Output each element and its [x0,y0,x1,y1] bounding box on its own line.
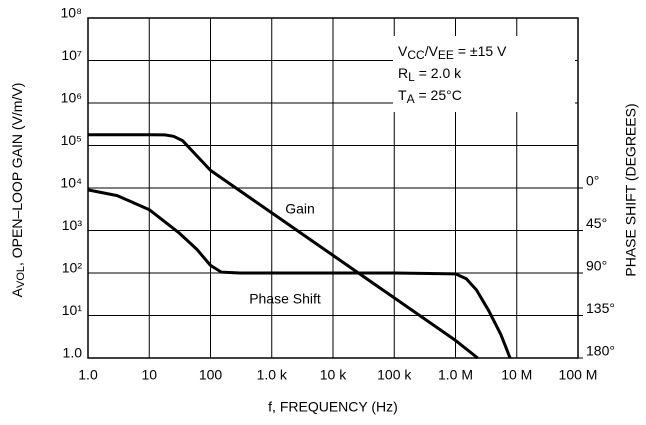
text-part: A [9,287,25,297]
condition-text: RL = 2.0 k [398,65,462,84]
series-label: Phase Shift [249,291,321,307]
y2-tick-label: 135° [586,300,615,316]
y-tick-label: 10³ [62,217,83,233]
conditions-box [393,36,575,112]
y2-tick-label: 0° [586,173,599,189]
text-part: R [398,65,408,81]
text-part: V [398,43,408,59]
condition-text: VCC/VEE = ±15 V [398,43,507,62]
x-tick-label: 100 [199,367,223,383]
subscript: VOL [15,266,27,288]
y2-tick-label: 90° [586,258,607,274]
x-tick-label: 10 M [501,367,532,383]
y2-tick-label: 45° [586,215,607,231]
text-part: = 2.0 k [415,65,462,81]
x-tick-label: 1.0 [78,367,98,383]
subscript: A [407,92,415,106]
x-tick-label: 100 k [377,367,412,383]
text-part: = ±15 V [454,43,507,59]
y-axis-label: AVOL, OPEN–LOOP GAIN (V/m/V) [9,83,28,298]
y-tick-label: 10⁴ [60,175,82,191]
y2-tick-label: 180° [586,343,615,359]
line-series [87,188,512,359]
x-tick-label: 1.0 M [438,367,473,383]
y-tick-label: 1.0 [63,345,83,361]
plot-border [87,17,579,359]
subscript: L [408,70,415,84]
y2-axis-label: PHASE SHIFT (DEGREES) [623,103,639,276]
y-tick-label: 10⁸ [61,5,83,21]
x-tick-label: 1.0 k [257,367,288,383]
text-part: = 25°C [415,87,462,103]
text-part: /V [425,43,439,59]
y-tick-label: 10⁷ [61,47,82,63]
y-tick-label: 10⁶ [61,90,82,106]
condition-text: TA = 25°C [398,87,462,106]
text-part: T [398,87,407,103]
y-tick-label: 10² [62,260,83,276]
y-tick-label: 10⁵ [61,132,82,148]
line-series [88,133,479,360]
text-part: , OPEN–LOOP GAIN (V/m/V) [9,83,25,266]
y-tick-label: 10¹ [62,302,83,318]
series-label: Gain [285,201,315,217]
subscript: CC [407,48,425,62]
x-tick-label: 10 k [320,367,347,383]
x-tick-label: 100 M [559,367,598,383]
subscript: EE [438,48,454,62]
x-tick-label: 10 [141,367,157,383]
x-axis-label: f, FREQUENCY (Hz) [268,399,398,415]
